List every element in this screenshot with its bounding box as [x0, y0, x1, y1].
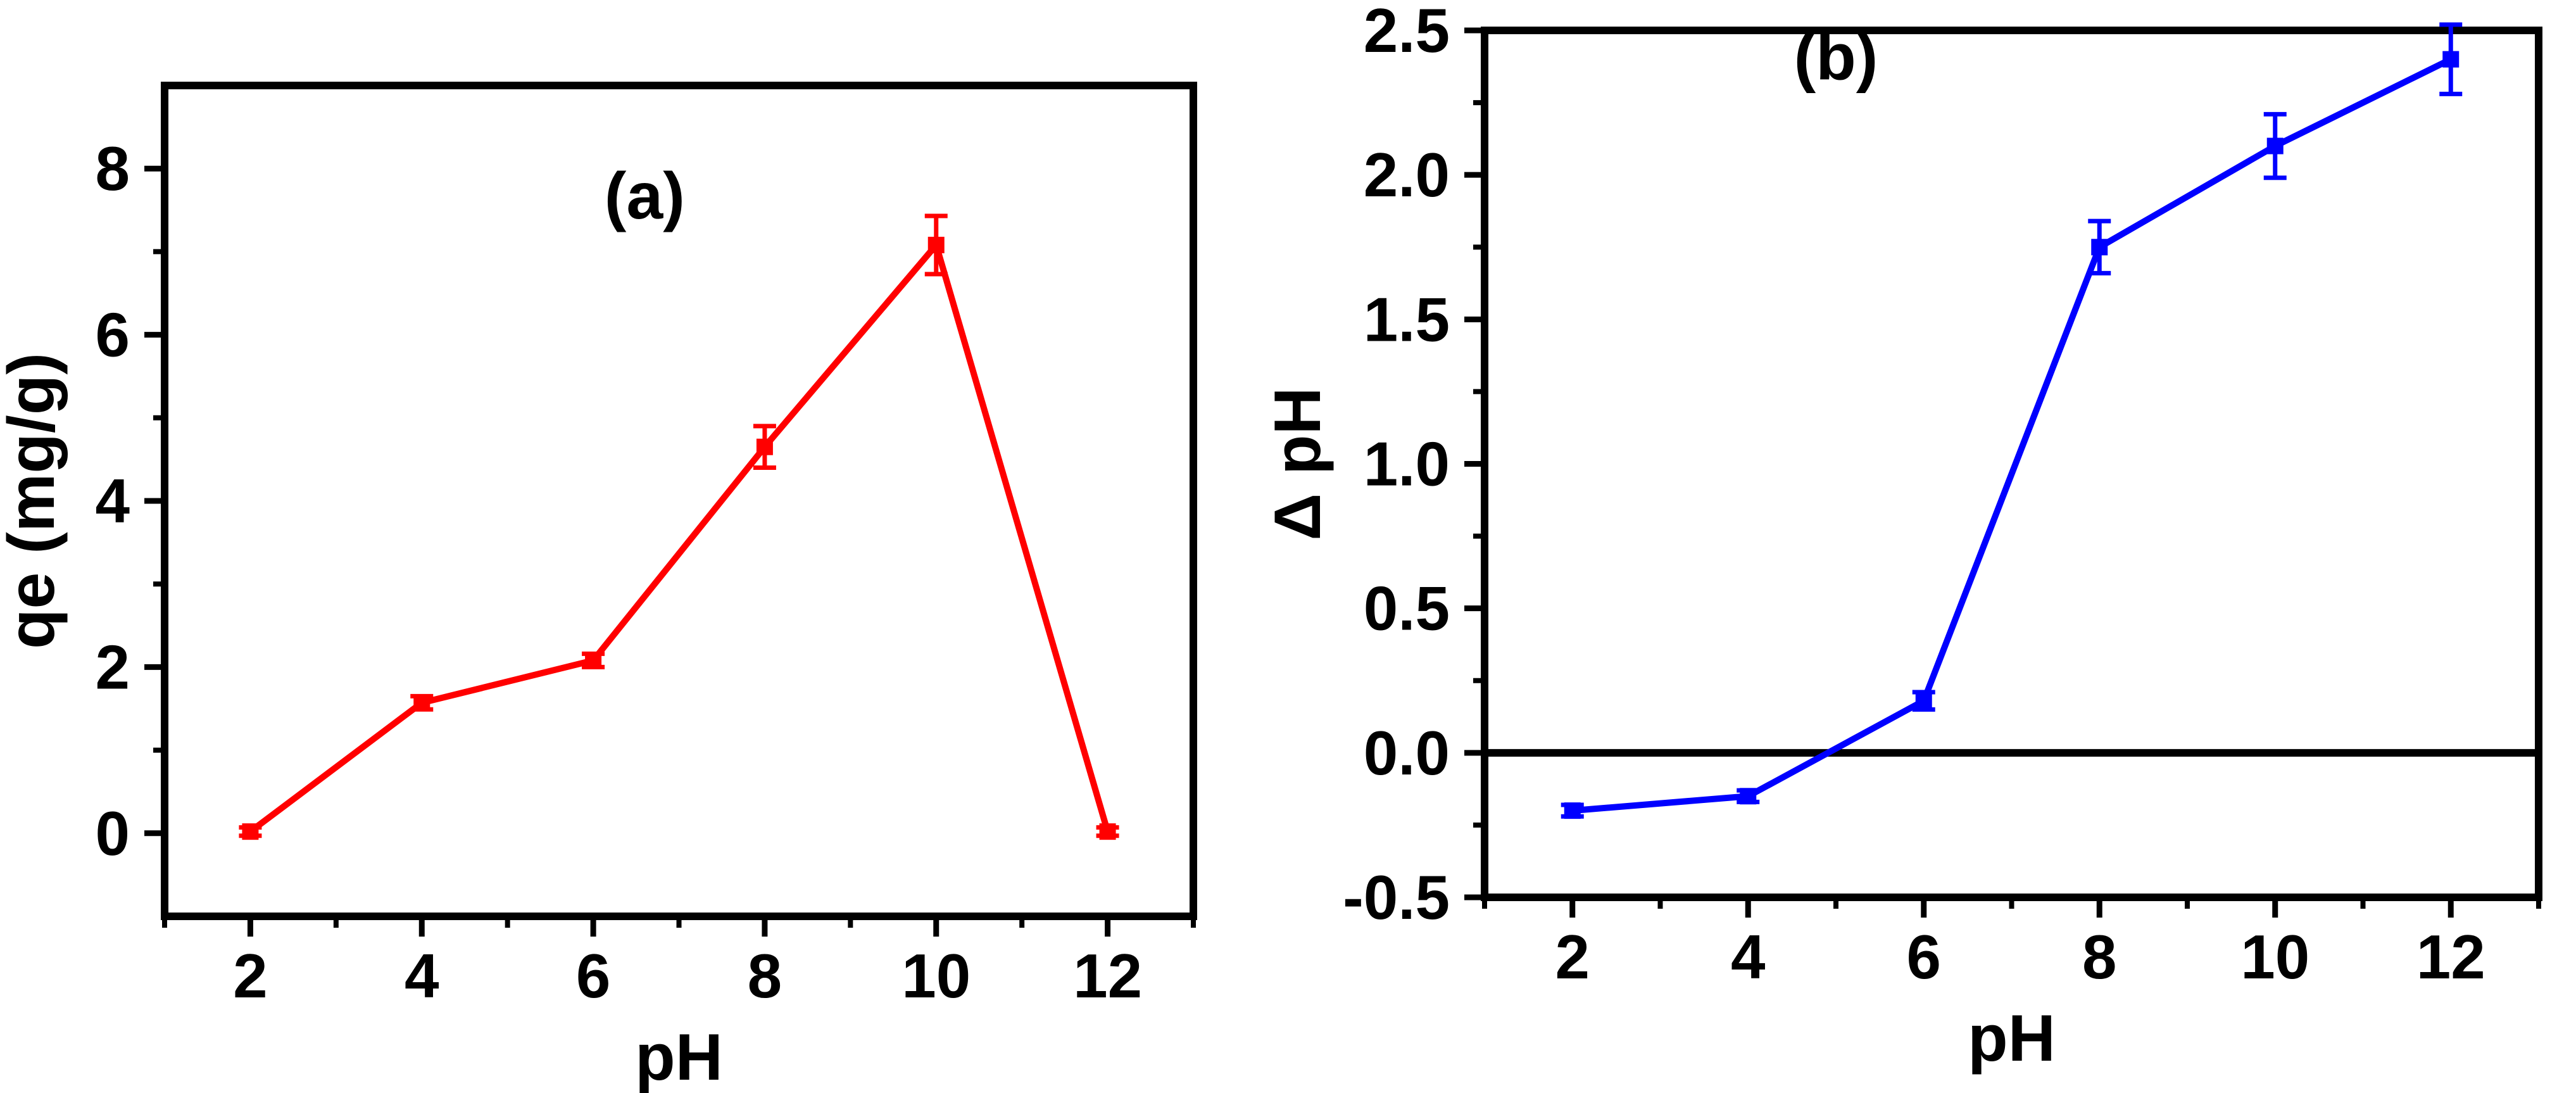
data-point: [927, 236, 945, 253]
data-point: [2442, 51, 2460, 68]
chart-panel-b: 2 4 6 8 10 12 -0.5 0.0 0.5 1.0 1.5 2.0 2.5 pH Δ pH (b): [1261, 0, 2542, 1075]
x-tick-label: 10: [2240, 922, 2309, 992]
data-point: [2266, 137, 2284, 155]
series-line: [1572, 56, 2453, 814]
y-tick-label: 2.5: [1364, 0, 1450, 65]
x-tick-label: 2: [233, 941, 268, 1011]
x-tick-label: 2: [1555, 922, 1590, 992]
y-tick-label: 0.0: [1364, 718, 1450, 788]
data-point: [2091, 239, 2108, 256]
x-axis-label: pH: [1968, 1002, 2056, 1075]
data-point: [1099, 823, 1116, 840]
series-line: [248, 241, 1111, 835]
x-tick-label: 8: [748, 941, 782, 1011]
y-tick-label: 1.5: [1364, 284, 1450, 354]
x-tick-label: 8: [2082, 922, 2117, 992]
panel-label: (b): [1794, 21, 1878, 94]
x-tick-label: 6: [1906, 922, 1941, 992]
chart-panel-a: 2 4 6 8 10 12 0 2 4 6 8 pH qe (mg/g) (a): [0, 82, 1197, 1093]
data-point: [1740, 788, 1757, 805]
panel-label: (a): [605, 160, 685, 233]
x-tick-label: 4: [405, 941, 439, 1011]
x-tick-label: 12: [2416, 922, 2485, 992]
y-tick-label: -0.5: [1343, 862, 1450, 932]
x-tick-label: 10: [902, 941, 971, 1011]
data-point: [1915, 692, 1932, 709]
data-point: [1564, 802, 1581, 819]
data-point: [413, 694, 430, 711]
y-tick-label: 8: [95, 134, 130, 203]
y-tick-label: 1.0: [1364, 429, 1450, 499]
y-tick-label: 6: [95, 300, 130, 370]
y-tick-label: 2.0: [1364, 140, 1450, 210]
x-tick-label: 6: [576, 941, 611, 1011]
data-point: [756, 438, 773, 455]
x-axis-label: pH: [635, 1021, 723, 1093]
y-tick-label: 0: [95, 799, 130, 868]
x-tick-label: 4: [1731, 922, 1766, 992]
data-point: [242, 823, 259, 840]
y-tick-label: 4: [95, 466, 130, 536]
x-tick-label: 12: [1073, 941, 1142, 1011]
data-point: [585, 652, 602, 669]
y-axis-label: Δ pH: [1261, 387, 1335, 540]
y-axis-label: qe (mg/g): [0, 353, 68, 649]
y-tick-label: 2: [95, 632, 130, 702]
y-tick-label: 0.5: [1364, 574, 1450, 643]
plot-frame: [1481, 27, 2542, 901]
